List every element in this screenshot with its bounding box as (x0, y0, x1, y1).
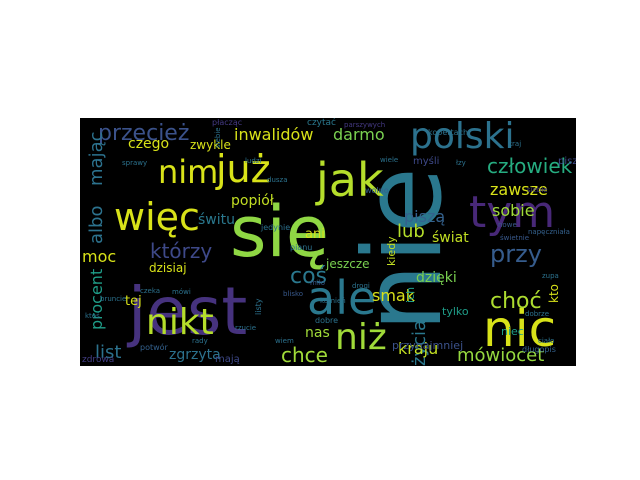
cloud-word: dzisiaj (149, 261, 187, 275)
cloud-word: jedynie (260, 223, 290, 232)
cloud-word: świat (432, 230, 469, 246)
cloud-word: niż (335, 317, 387, 358)
cloud-word: nic (483, 300, 556, 358)
cloud-word: jak (315, 153, 384, 207)
cloud-word: choć (490, 289, 542, 314)
cloud-word: mówiocet (457, 345, 544, 366)
cloud-word: dusza (267, 176, 288, 184)
cloud-word: ludzi (245, 157, 261, 165)
cloud-word: pisze (558, 156, 576, 167)
cloud-word: kamień (320, 297, 346, 305)
cloud-word: nowe (498, 221, 517, 229)
cloud-word: łzy (456, 159, 466, 167)
word-cloud: nie się jest nic ale jak tym już więc nikt polski n… (80, 118, 576, 366)
cloud-word: rady (192, 337, 208, 345)
cloud-word: inwalidów (234, 125, 313, 144)
cloud-word: nim (158, 153, 218, 191)
cloud-word: czeka (140, 287, 160, 295)
cloud-word: siebie (527, 186, 548, 194)
cloud-word: nikt (146, 302, 214, 343)
cloud-word: kiedy (385, 236, 398, 266)
cloud-word: już (215, 147, 271, 191)
cloud-word: wiem (275, 337, 294, 345)
cloud-word: drogi (352, 282, 370, 290)
cloud-word: siebie (214, 127, 222, 148)
cloud-word: polski (410, 118, 514, 157)
cloud-word: mając (86, 132, 107, 187)
cloud-word: chce (281, 343, 328, 366)
cloud-word: ale (307, 271, 376, 325)
cloud-word: zdrowa (82, 355, 114, 365)
cloud-word: świetnie (500, 234, 529, 242)
cloud-word: piszą (404, 207, 445, 226)
cloud-word: darmo (333, 125, 385, 144)
cloud-word: zawsze (490, 180, 548, 199)
cloud-word: ktoś (85, 312, 100, 320)
cloud-word: albo (86, 206, 107, 244)
cloud-word: mają (215, 354, 240, 365)
cloud-word: parszywych (344, 121, 385, 129)
cloud-word: kto (547, 284, 561, 303)
cloud-word: się (230, 191, 329, 273)
cloud-word: kraju (398, 339, 438, 358)
cloud-word: nie (341, 167, 466, 332)
cloud-word: jest (126, 273, 247, 350)
cloud-word: przynajmniej (392, 339, 463, 352)
cloud-word: rzucie (235, 324, 256, 332)
cloud-word: świtu (198, 212, 235, 228)
cloud-word: mówi (172, 288, 191, 296)
cloud-word: bruncie (100, 295, 126, 303)
cloud-word: czego (128, 136, 169, 152)
cloud-word: kopertach (428, 128, 468, 137)
cloud-word: listy (254, 298, 263, 315)
cloud-word: ciało (538, 337, 554, 345)
cloud-word: przecież (98, 121, 189, 146)
cloud-word: zupa (542, 272, 559, 280)
cloud-word: nas (305, 325, 330, 341)
cloud-word: procent (87, 269, 106, 330)
cloud-word: miło (310, 279, 325, 287)
cloud-word: zgrzyta (169, 347, 221, 363)
cloud-word: więc (114, 195, 200, 239)
cloud-word: wiele (380, 156, 398, 164)
cloud-word: sprawy (122, 159, 147, 167)
cloud-word: zwykle (190, 138, 231, 152)
cloud-word: lub (397, 221, 425, 242)
cloud-word: sobie (492, 201, 535, 220)
cloud-word: człowiek (487, 154, 573, 178)
cloud-word: czytać (307, 118, 336, 128)
cloud-word: ani (305, 227, 325, 242)
cloud-word: przy (490, 240, 542, 268)
cloud-word: życia (409, 320, 430, 366)
cloud-word: popiół (231, 193, 274, 209)
cloud-word: dzięki (416, 270, 457, 286)
cloud-word: moc (82, 247, 116, 266)
cloud-word: ich (404, 287, 417, 303)
cloud-word: tej (125, 294, 142, 309)
cloud-word: pianu (290, 243, 312, 252)
cloud-word: potwór (140, 342, 169, 352)
cloud-word: płacząc (212, 118, 242, 127)
cloud-word: smak (372, 286, 416, 305)
cloud-word: wolno (365, 186, 389, 195)
cloud-word: kraj (508, 140, 521, 148)
cloud-word: jeszcze (325, 257, 370, 271)
cloud-word: dobre (315, 316, 338, 325)
cloud-word: niec (501, 325, 524, 338)
cloud-word: myśli (413, 155, 439, 167)
cloud-word: coś (290, 264, 327, 289)
cloud-word: którzy (150, 239, 212, 263)
cloud-word: dobrze (525, 310, 549, 318)
cloud-word: blisko (283, 290, 303, 298)
cloud-word: list (95, 342, 121, 363)
cloud-word: tylko (442, 305, 469, 318)
cloud-word: tym (469, 187, 555, 238)
cloud-word: napęczniała (528, 228, 570, 236)
cloud-word: długopis (522, 345, 556, 354)
